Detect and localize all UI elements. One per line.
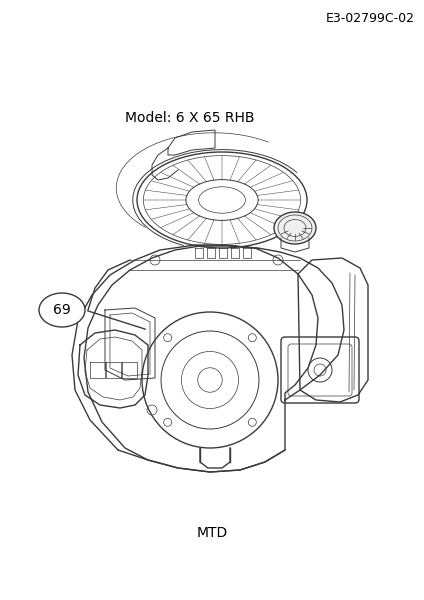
Text: Model: 6 X 65 RHB: Model: 6 X 65 RHB (125, 111, 255, 125)
Text: 69: 69 (53, 303, 71, 317)
Ellipse shape (274, 212, 316, 244)
Ellipse shape (39, 293, 85, 327)
Text: E3-02799C-02: E3-02799C-02 (326, 11, 415, 25)
Text: MTD: MTD (196, 526, 228, 540)
